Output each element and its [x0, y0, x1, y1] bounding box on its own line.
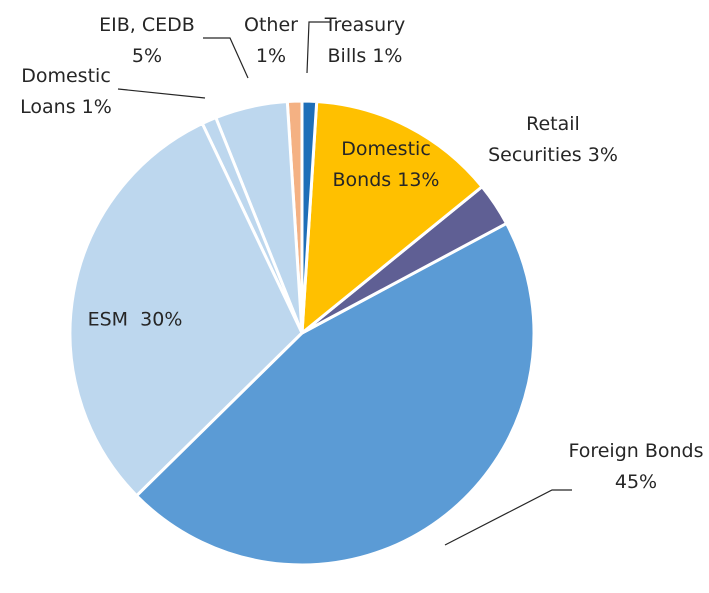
leader-line [203, 37, 249, 79]
slice-label: Foreign Bonds 45% [561, 436, 709, 498]
leader-lines [117, 21, 572, 546]
category-name: Other [244, 14, 298, 36]
slice-label: Domestic Bonds 13% [321, 134, 451, 196]
slice-label: Domestic Loans 1% [6, 61, 126, 123]
slice-label: Retail Securities 3% [483, 109, 623, 171]
slice-label: ESM 30% [65, 305, 205, 336]
value-label: 13% [397, 169, 440, 191]
pie-slice [300, 99, 319, 334]
category-name: Foreign Bonds [568, 440, 704, 462]
slice-label: Other 1% [236, 10, 306, 72]
category-name: ESM [87, 308, 129, 331]
category-name: Retail Securities [488, 113, 582, 166]
category-name: Domestic Bonds [332, 138, 431, 191]
pie-slice [134, 221, 536, 567]
value-label: 3% [587, 144, 618, 166]
slice-label: Treasury Bills 1% [310, 10, 420, 72]
pie-slice [68, 121, 304, 498]
category-name: EIB, CEDB [99, 14, 195, 36]
value-label: 30% [140, 308, 183, 331]
value-label: 5% [131, 45, 163, 67]
value-label: 45% [614, 471, 658, 493]
category-name: Treasury Bills [324, 14, 406, 67]
leader-line [306, 21, 330, 74]
pie-slice [300, 99, 485, 337]
value-label: 1% [255, 45, 287, 67]
leader-line [444, 489, 572, 546]
category-name: Domestic Loans [20, 65, 111, 118]
value-label: 1% [372, 45, 403, 67]
leader-line [117, 88, 206, 99]
value-label: 1% [81, 96, 112, 118]
slice-label: EIB, CEDB 5% [92, 10, 202, 72]
